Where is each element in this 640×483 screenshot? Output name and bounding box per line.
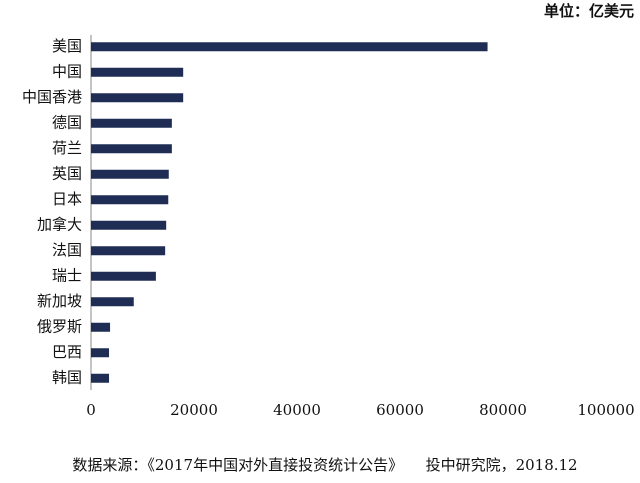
y-tick-label: 瑞士	[52, 266, 82, 284]
bar	[91, 322, 111, 332]
bar	[91, 373, 110, 383]
y-tick-label: 德国	[52, 113, 82, 131]
bar	[91, 246, 166, 256]
y-tick-label: 法国	[52, 241, 82, 259]
bar	[91, 42, 488, 52]
y-tick-label: 巴西	[52, 343, 82, 361]
y-tick-label: 日本	[52, 190, 82, 208]
y-tick-label: 加拿大	[37, 215, 82, 233]
unit-label: 单位：亿美元	[544, 2, 634, 20]
bar	[91, 297, 134, 307]
bar	[91, 220, 167, 230]
bar	[91, 144, 172, 154]
bar	[91, 271, 156, 281]
bar	[91, 169, 169, 179]
x-tick-label: 20000	[170, 401, 218, 419]
y-tick-label: 中国	[52, 62, 82, 80]
y-tick-label: 韩国	[52, 368, 82, 386]
x-tick-label: 40000	[273, 401, 321, 419]
y-tick-label: 荷兰	[52, 139, 82, 157]
y-tick-label: 英国	[52, 164, 82, 182]
bar	[91, 93, 184, 103]
x-tick-label: 100000	[577, 401, 634, 419]
y-tick-label: 美国	[52, 37, 82, 55]
bar	[91, 67, 184, 77]
y-tick-label: 俄罗斯	[37, 317, 82, 335]
y-tick-label: 中国香港	[22, 88, 82, 106]
y-tick-label: 新加坡	[37, 292, 82, 310]
bar	[91, 195, 169, 205]
bar	[91, 348, 110, 358]
x-tick-label: 60000	[376, 401, 424, 419]
source-note: 数据来源：《2017年中国对外直接投资统计公告》 投中研究院，2018.12	[72, 456, 577, 474]
bar	[91, 118, 172, 128]
x-tick-label: 80000	[479, 401, 527, 419]
x-tick-label: 0	[86, 401, 96, 419]
